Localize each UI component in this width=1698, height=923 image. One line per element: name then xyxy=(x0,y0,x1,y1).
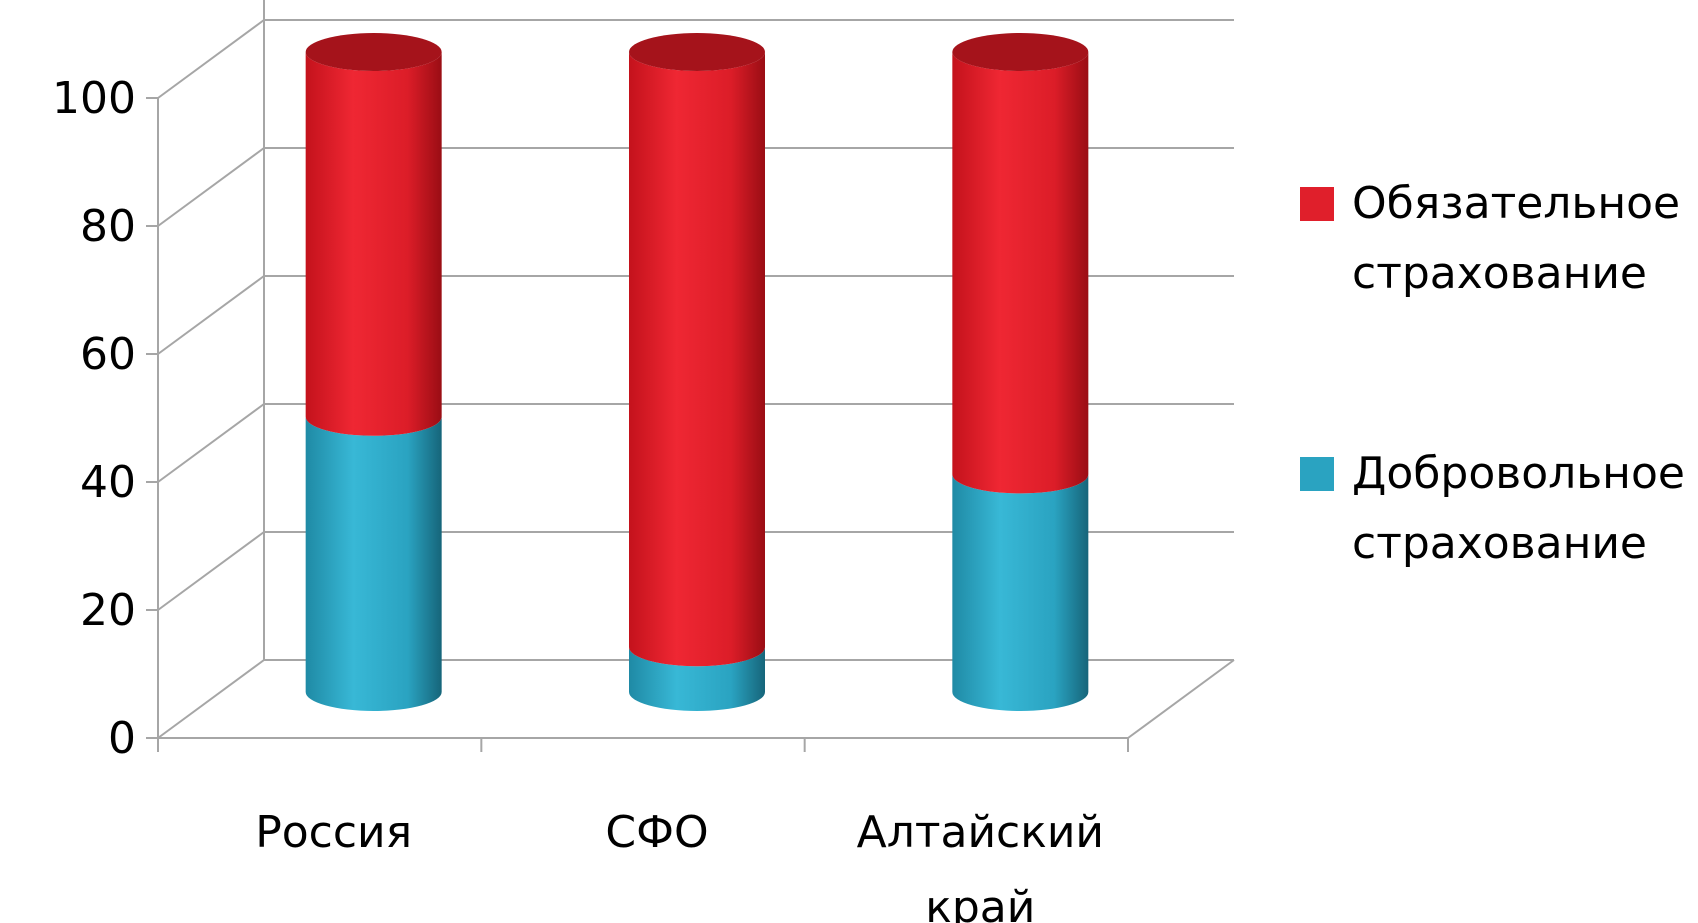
gridline-diagonal xyxy=(157,659,265,739)
y-tick-label: 0 xyxy=(108,713,136,764)
x-category-label: СФО xyxy=(605,807,708,858)
x-axis-categories: Россия СФО Алтайский край xyxy=(255,807,1104,923)
legend-label: страхование xyxy=(1352,248,1647,299)
legend-label: Добровольное xyxy=(1352,448,1685,499)
x-category-label: Алтайский xyxy=(857,807,1104,858)
bar-segment xyxy=(305,416,442,711)
bar-top xyxy=(952,33,1089,71)
gridline-diagonal xyxy=(157,275,265,355)
gridline-diagonal xyxy=(157,19,265,99)
legend-swatch xyxy=(1300,457,1334,491)
y-tick-label: 40 xyxy=(80,457,136,508)
y-tick-label: 60 xyxy=(80,329,136,380)
y-tick-label: 100 xyxy=(52,73,136,124)
axes xyxy=(157,98,1235,752)
legend: Обязательное страхование Добровольное страх… xyxy=(1300,178,1685,569)
bars xyxy=(305,33,1089,712)
legend-swatch xyxy=(1300,187,1334,221)
y-tick-label: 20 xyxy=(80,585,136,636)
legend-label: Обязательное xyxy=(1352,178,1680,229)
bar-segment xyxy=(629,52,765,667)
floor-edge xyxy=(1127,659,1235,739)
bar-segment xyxy=(952,52,1089,494)
legend-label: страхование xyxy=(1352,518,1647,569)
x-category-label: край xyxy=(925,882,1035,923)
bar-top xyxy=(305,33,442,71)
bar-segment xyxy=(952,474,1089,712)
bar-segment xyxy=(629,647,765,711)
y-axis-ticks: 0 20 40 60 80 100 xyxy=(52,73,158,764)
bar-segment xyxy=(305,52,442,436)
gridline-diagonal xyxy=(157,531,265,611)
gridline-diagonal xyxy=(157,403,265,483)
x-category-label: Россия xyxy=(255,807,412,858)
gridline-diagonal xyxy=(157,147,265,227)
y-tick-label: 80 xyxy=(80,201,136,252)
bar-top xyxy=(629,33,765,71)
